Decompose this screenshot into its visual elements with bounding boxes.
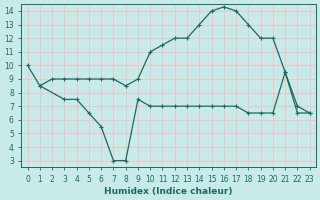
X-axis label: Humidex (Indice chaleur): Humidex (Indice chaleur) [104, 187, 233, 196]
